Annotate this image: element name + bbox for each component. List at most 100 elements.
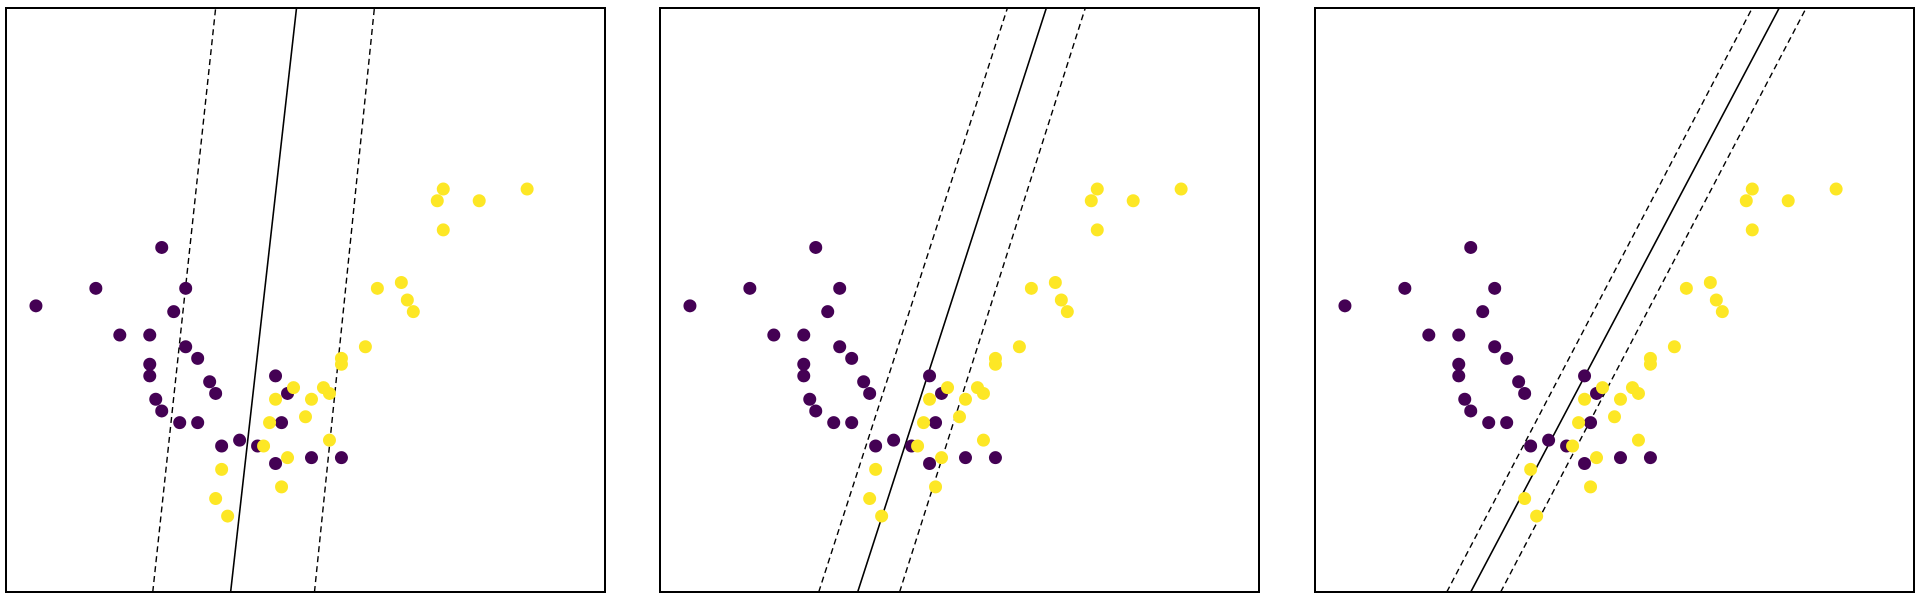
point-class-1 xyxy=(1643,357,1657,371)
point-class-1 xyxy=(299,410,312,424)
point-class-1 xyxy=(1090,182,1104,196)
point-class-1 xyxy=(1126,194,1140,208)
point-class-0 xyxy=(143,369,157,383)
point-class-0 xyxy=(1338,299,1352,313)
point-class-0 xyxy=(1578,457,1592,471)
point-class-1 xyxy=(1709,293,1723,307)
point-class-0 xyxy=(1482,416,1496,430)
point-class-1 xyxy=(1781,194,1795,208)
point-class-1 xyxy=(436,223,450,237)
point-class-1 xyxy=(1012,340,1026,354)
point-class-0 xyxy=(233,433,247,447)
point-class-1 xyxy=(1584,480,1598,494)
point-class-0 xyxy=(1476,305,1490,319)
point-class-1 xyxy=(953,410,966,424)
point-class-0 xyxy=(833,281,847,295)
point-class-0 xyxy=(1488,281,1502,295)
point-class-0 xyxy=(827,416,841,430)
point-class-1 xyxy=(209,492,223,506)
margin-line-1 xyxy=(818,8,1009,592)
point-class-1 xyxy=(1518,492,1532,506)
point-class-1 xyxy=(1090,223,1104,237)
point-class-1 xyxy=(1715,305,1729,319)
panel-2 xyxy=(659,7,1260,593)
point-class-0 xyxy=(1542,433,1556,447)
point-class-0 xyxy=(845,416,859,430)
point-class-1 xyxy=(394,275,408,289)
point-class-0 xyxy=(1578,369,1592,383)
series-class-0 xyxy=(29,240,348,471)
margin-line-2 xyxy=(313,8,376,592)
point-class-1 xyxy=(281,451,295,465)
panel-3 xyxy=(1314,7,1915,593)
point-class-0 xyxy=(269,457,283,471)
point-class-0 xyxy=(1452,328,1466,342)
point-class-1 xyxy=(1667,340,1681,354)
point-class-0 xyxy=(1518,386,1532,400)
point-class-0 xyxy=(203,375,217,389)
point-class-1 xyxy=(370,281,384,295)
point-class-1 xyxy=(275,480,289,494)
point-class-0 xyxy=(887,433,901,447)
point-class-1 xyxy=(935,451,949,465)
point-class-1 xyxy=(1048,275,1062,289)
point-class-0 xyxy=(191,416,205,430)
point-class-0 xyxy=(683,299,697,313)
point-class-0 xyxy=(275,416,289,430)
point-class-0 xyxy=(1458,392,1472,406)
point-class-1 xyxy=(406,305,420,319)
point-class-0 xyxy=(1452,357,1466,371)
point-class-0 xyxy=(809,404,823,418)
point-class-0 xyxy=(743,281,757,295)
point-class-0 xyxy=(1488,340,1502,354)
point-class-0 xyxy=(1500,351,1514,365)
point-class-0 xyxy=(143,357,157,371)
series-class-0 xyxy=(683,240,1002,471)
point-class-1 xyxy=(923,392,937,406)
point-class-1 xyxy=(1024,281,1038,295)
point-class-1 xyxy=(1625,381,1639,395)
point-class-0 xyxy=(1464,240,1478,254)
point-class-0 xyxy=(179,281,193,295)
margin-line-1 xyxy=(152,8,217,592)
series-class-1 xyxy=(209,182,534,523)
point-class-0 xyxy=(1643,451,1657,465)
point-class-0 xyxy=(29,299,43,313)
point-class-1 xyxy=(1084,194,1098,208)
point-class-1 xyxy=(1174,182,1188,196)
point-class-1 xyxy=(1596,381,1610,395)
point-class-1 xyxy=(263,416,277,430)
point-class-1 xyxy=(520,182,534,196)
point-class-1 xyxy=(215,462,229,476)
point-class-0 xyxy=(215,439,229,453)
point-class-1 xyxy=(1745,182,1759,196)
point-class-1 xyxy=(436,182,450,196)
point-class-1 xyxy=(472,194,486,208)
point-class-1 xyxy=(269,392,283,406)
point-class-0 xyxy=(803,392,817,406)
decision-boundary-line xyxy=(856,8,1048,592)
point-class-1 xyxy=(988,357,1002,371)
point-class-0 xyxy=(797,328,811,342)
panel-1 xyxy=(5,7,606,593)
point-class-1 xyxy=(911,439,925,453)
point-class-1 xyxy=(1578,392,1592,406)
series-class-1 xyxy=(863,182,1188,523)
decision-boundary-line xyxy=(1470,8,1780,592)
point-class-0 xyxy=(1524,439,1538,453)
point-class-1 xyxy=(875,509,889,523)
point-class-0 xyxy=(304,451,318,465)
point-class-1 xyxy=(1608,410,1621,424)
point-class-1 xyxy=(1060,305,1074,319)
point-class-0 xyxy=(113,328,127,342)
margin-line-2 xyxy=(898,8,1086,592)
point-class-1 xyxy=(869,462,883,476)
point-class-1 xyxy=(400,293,414,307)
point-class-1 xyxy=(863,492,877,506)
point-class-0 xyxy=(167,305,181,319)
point-class-1 xyxy=(941,381,955,395)
point-class-0 xyxy=(269,369,283,383)
margin-line-1 xyxy=(1446,8,1753,592)
decision-boundary-line xyxy=(229,8,298,592)
